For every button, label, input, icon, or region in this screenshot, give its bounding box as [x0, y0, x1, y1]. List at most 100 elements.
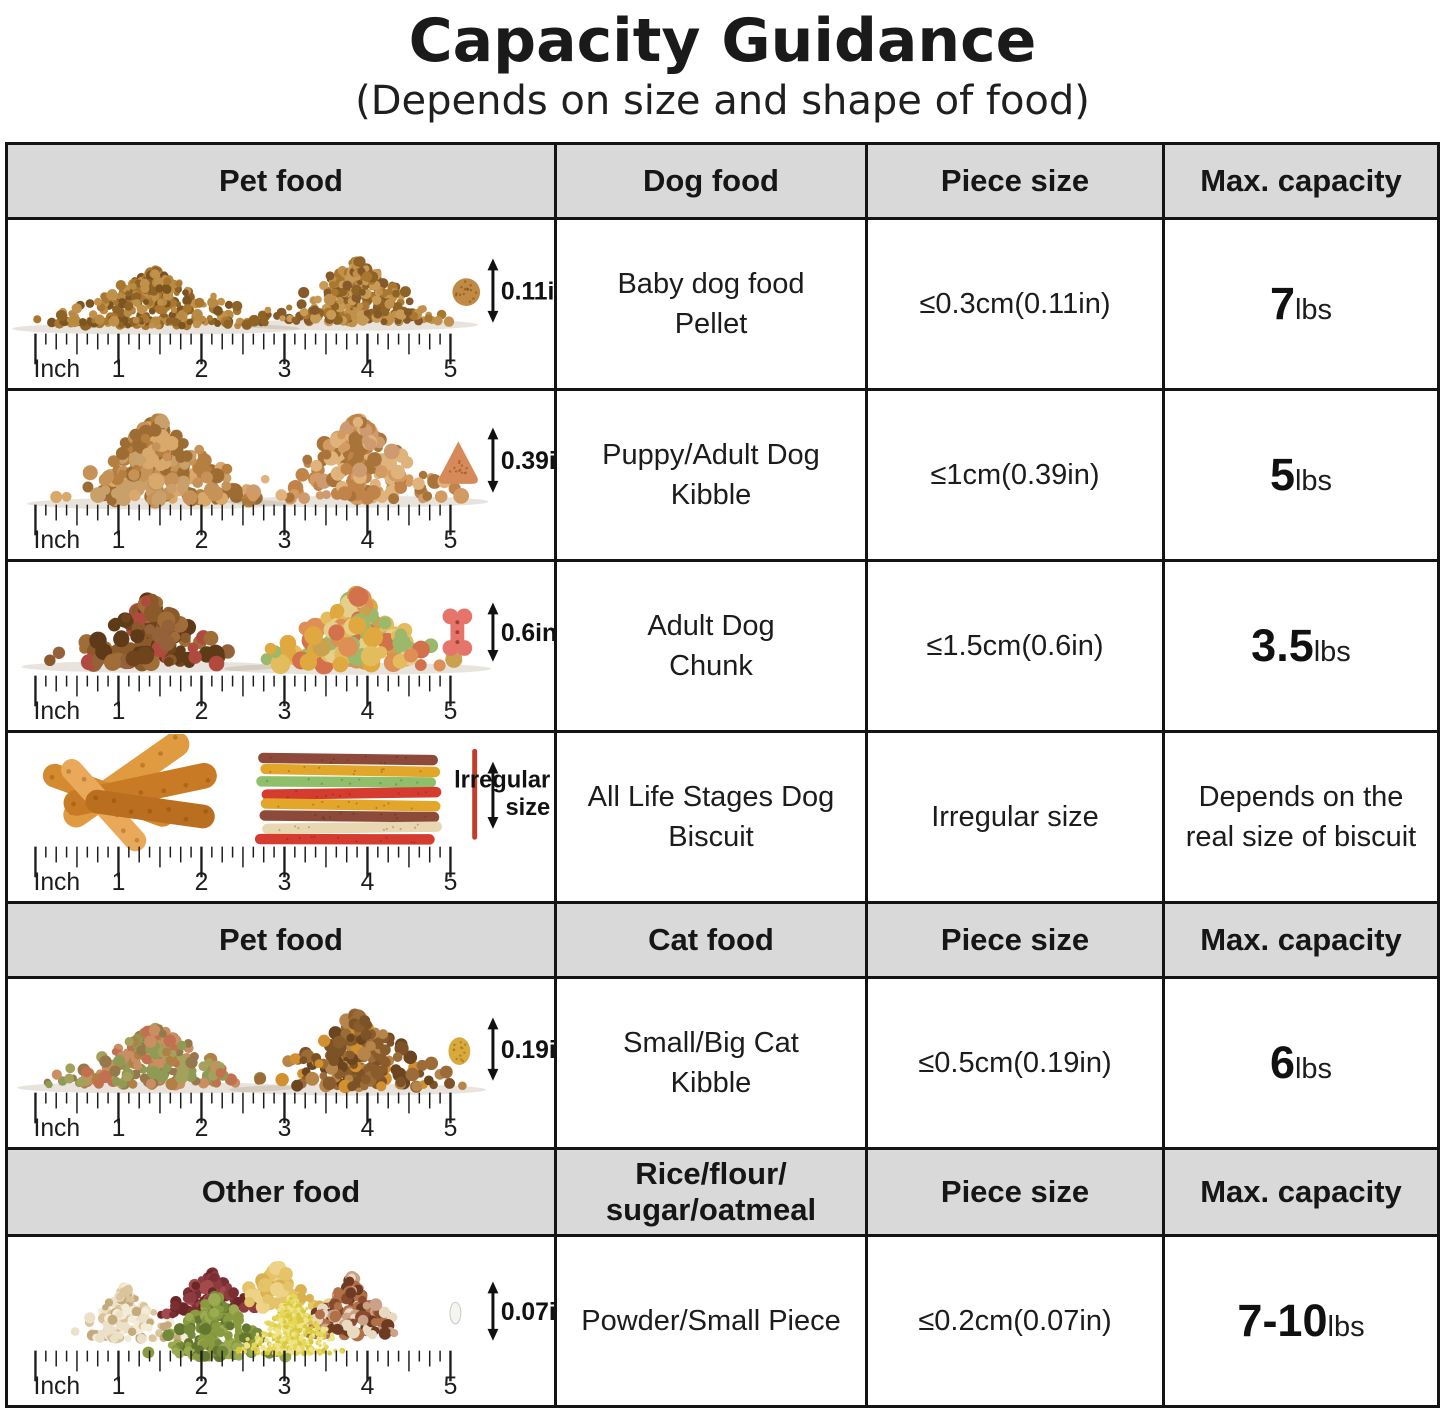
svg-text:5: 5 [444, 698, 458, 725]
food-name: Baby dog food Pellet [557, 220, 868, 388]
food-illustration-cell: 0.6in Inch 1 2 3 4 5 [8, 562, 557, 730]
table-row: 0.39in Inch 1 2 3 4 5 Puppy/Adult Dog Kibble ≤… [8, 391, 1437, 562]
food-illustration-cell: 0.19in Inch 1 2 3 4 5 [8, 979, 557, 1147]
baby-pellet-illustration: 0.11in Inch 1 2 3 4 5 [12, 256, 554, 383]
svg-text:2: 2 [195, 527, 209, 554]
capacity-unit: lbs [1313, 636, 1351, 668]
header-cat-food: Cat food [557, 904, 868, 976]
capacity-unit: lbs [1327, 1311, 1365, 1343]
svg-text:3: 3 [278, 1115, 292, 1142]
food-illustration-cell: 0.11in Inch 1 2 3 4 5 [8, 220, 557, 388]
svg-text:Inch: Inch [33, 527, 80, 554]
capacity-guidance-table: Pet food Dog food Piece size Max. capaci… [5, 142, 1440, 1408]
capacity-number: 7-10 [1237, 1295, 1328, 1346]
grains-illustration: 0.07in Inch 1 2 3 4 5 [33, 1260, 554, 1400]
svg-text:0.39in: 0.39in [501, 448, 554, 475]
food-name: Adult Dog Chunk [557, 562, 868, 730]
max-capacity-cell: 3.5 lbs [1165, 562, 1437, 730]
svg-text:size: size [505, 795, 550, 821]
food-illustration-cell: 0.39in Inch 1 2 3 4 5 [8, 391, 557, 559]
header-max-capacity: Max. capacity [1200, 163, 1402, 198]
header-piece-size: Piece size [868, 904, 1165, 976]
table-row: lrregular size Inch 1 2 3 4 5 All Life Stages D… [8, 733, 1437, 904]
max-capacity-cell: Depends on the real size of biscuit [1185, 780, 1417, 853]
svg-text:1: 1 [112, 698, 126, 725]
svg-text:lrregular: lrregular [454, 767, 550, 793]
svg-text:5: 5 [444, 356, 458, 383]
svg-text:4: 4 [361, 1115, 375, 1142]
svg-text:3: 3 [278, 1373, 292, 1400]
food-name: Puppy/Adult Dog Kibble [557, 391, 868, 559]
svg-text:5: 5 [444, 1373, 458, 1400]
table-header-cat-food: Pet food Cat food Piece size Max. capaci… [8, 904, 1437, 979]
svg-text:0.6in: 0.6in [501, 620, 554, 647]
svg-text:1: 1 [112, 356, 126, 383]
chunk-illustration: 0.6in Inch 1 2 3 4 5 [21, 585, 554, 725]
piece-size-value: ≤0.3cm(0.11in) [868, 220, 1165, 388]
svg-text:1: 1 [112, 869, 126, 896]
table-row: 0.19in Inch 1 2 3 4 5 Small/Big Cat Kibble ≤0.… [8, 979, 1437, 1150]
table-row: 0.07in Inch 1 2 3 4 5 Powder/Small Piece ≤0.2c… [8, 1237, 1437, 1405]
food-illustration-cell: 0.07in Inch 1 2 3 4 5 [8, 1237, 557, 1405]
header-other-food: Other food [8, 1150, 557, 1234]
header-max-capacity: Max. capacity [1200, 922, 1402, 957]
max-capacity-cell: 6 lbs [1165, 979, 1437, 1147]
food-illustration-cell: lrregular size Inch 1 2 3 4 5 [8, 733, 557, 901]
piece-size-value: ≤1cm(0.39in) [868, 391, 1165, 559]
svg-text:Inch: Inch [33, 1373, 80, 1400]
svg-text:Inch: Inch [33, 356, 80, 383]
svg-text:4: 4 [361, 698, 375, 725]
header-max-capacity: Max. capacity [1200, 1174, 1402, 1209]
svg-text:0.19in: 0.19in [501, 1037, 554, 1064]
header-piece-size: Piece size [868, 145, 1165, 217]
svg-text:Inch: Inch [33, 1115, 80, 1142]
header-pet-food: Pet food [8, 904, 557, 976]
piece-size-value: ≤0.5cm(0.19in) [868, 979, 1165, 1147]
piece-size-value: ≤1.5cm(0.6in) [868, 562, 1165, 730]
svg-text:2: 2 [195, 869, 209, 896]
header-dog-food: Dog food [557, 145, 868, 217]
piece-size-value: Irregular size [868, 733, 1165, 901]
capacity-unit: lbs [1294, 465, 1333, 497]
max-capacity-cell: 5 lbs [1165, 391, 1437, 559]
svg-text:4: 4 [361, 356, 375, 383]
svg-text:3: 3 [278, 356, 292, 383]
capacity-number: 3.5 [1251, 620, 1314, 671]
header-pet-food: Pet food [8, 145, 557, 217]
header-piece-size: Piece size [868, 1150, 1165, 1234]
svg-text:0.11in: 0.11in [501, 279, 554, 306]
svg-text:3: 3 [278, 698, 292, 725]
svg-text:3: 3 [278, 869, 292, 896]
max-capacity-cell: 7 lbs [1165, 220, 1437, 388]
page-title: Capacity Guidance [408, 6, 1037, 76]
svg-text:2: 2 [195, 1373, 209, 1400]
svg-text:Inch: Inch [33, 869, 80, 896]
capacity-unit: lbs [1294, 1053, 1333, 1085]
capacity-number: 6 [1269, 1037, 1295, 1088]
food-name: Powder/Small Piece [557, 1237, 868, 1405]
food-name: Small/Big Cat Kibble [557, 979, 868, 1147]
table-header-dog-food: Pet food Dog food Piece size Max. capaci… [8, 145, 1437, 220]
svg-text:Inch: Inch [33, 698, 80, 725]
food-name: All Life Stages Dog Biscuit [557, 733, 868, 901]
svg-text:4: 4 [361, 1373, 375, 1400]
svg-text:3: 3 [278, 527, 292, 554]
svg-text:5: 5 [444, 869, 458, 896]
svg-text:2: 2 [195, 1115, 209, 1142]
page-subtitle: (Depends on size and shape of food) [355, 78, 1090, 124]
header-rice-flour: Rice/flour/ sugar/oatmeal [557, 1150, 868, 1234]
svg-text:4: 4 [361, 527, 375, 554]
piece-size-value: ≤0.2cm(0.07in) [868, 1237, 1165, 1405]
svg-text:0.07in: 0.07in [501, 1299, 554, 1326]
capacity-number: 7 [1269, 278, 1295, 329]
table-row: 0.11in Inch 1 2 3 4 5 Baby dog food Pellet ≤0.… [8, 220, 1437, 391]
svg-text:5: 5 [444, 1115, 458, 1142]
capacity-unit: lbs [1294, 294, 1333, 326]
svg-text:4: 4 [361, 869, 375, 896]
svg-text:1: 1 [112, 1373, 126, 1400]
svg-text:1: 1 [112, 527, 126, 554]
max-capacity-cell: 7-10 lbs [1165, 1237, 1437, 1405]
svg-text:5: 5 [444, 527, 458, 554]
table-row: 0.6in Inch 1 2 3 4 5 Adult Dog Chunk ≤1.5cm(0.… [8, 562, 1437, 733]
table-header-other-food: Other food Rice/flour/ sugar/oatmeal Pie… [8, 1150, 1437, 1237]
